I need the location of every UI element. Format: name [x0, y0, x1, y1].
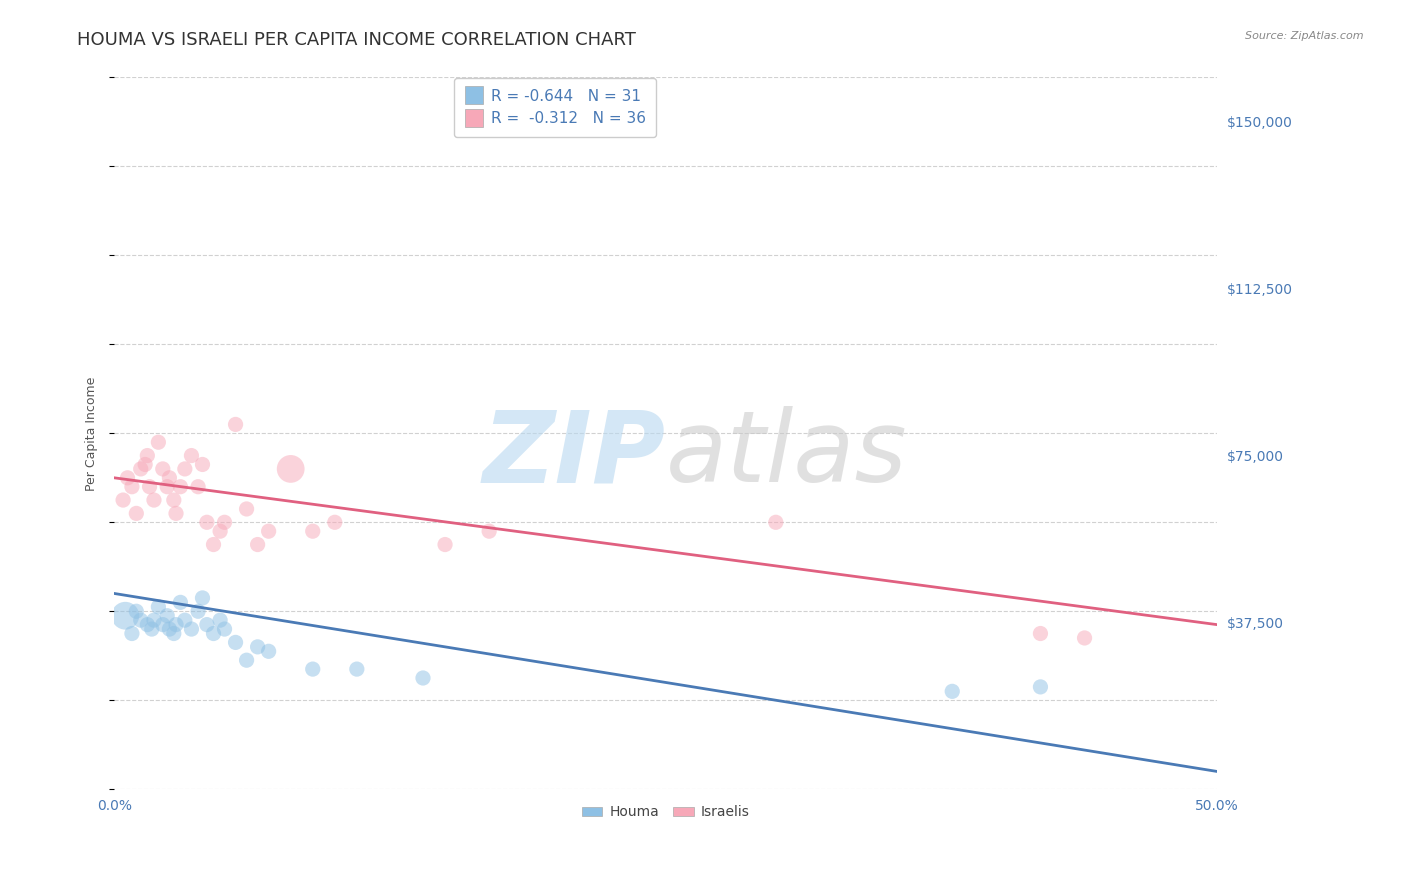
Point [173, 613, 195, 627]
Point [225, 635, 247, 649]
Point [191, 591, 214, 605]
Point [180, 449, 202, 463]
Point [280, 462, 302, 476]
Point [152, 462, 174, 476]
Point [117, 471, 139, 485]
Point [195, 516, 218, 530]
Point [163, 626, 186, 640]
Point [187, 604, 209, 618]
Point [187, 480, 209, 494]
Point [301, 524, 323, 539]
Point [209, 524, 232, 539]
Point [169, 480, 191, 494]
Text: Source: ZipAtlas.com: Source: ZipAtlas.com [1246, 31, 1364, 41]
Y-axis label: Per Capita Income: Per Capita Income [86, 376, 98, 491]
Point [121, 626, 143, 640]
Point [323, 516, 346, 530]
Point [209, 613, 232, 627]
Point [214, 516, 236, 530]
Point [165, 617, 187, 632]
Point [136, 617, 159, 632]
Point [941, 684, 963, 698]
Point [412, 671, 434, 685]
Point [1073, 631, 1095, 645]
Point [202, 537, 225, 551]
Point [246, 640, 269, 654]
Point [195, 617, 218, 632]
Point [246, 537, 269, 551]
Point [129, 462, 152, 476]
Point [257, 644, 280, 658]
Point [148, 435, 170, 450]
Point [112, 493, 135, 508]
Point [134, 458, 156, 472]
Point [157, 471, 180, 485]
Point [121, 480, 143, 494]
Point [125, 604, 148, 618]
Point [235, 502, 257, 516]
Point [136, 449, 159, 463]
Point [138, 480, 160, 494]
Point [156, 608, 179, 623]
Point [1029, 680, 1052, 694]
Point [152, 617, 174, 632]
Point [163, 493, 186, 508]
Text: ZIP: ZIP [482, 406, 665, 503]
Point [765, 516, 787, 530]
Point [148, 599, 170, 614]
Point [165, 507, 187, 521]
Point [202, 626, 225, 640]
Point [225, 417, 247, 432]
Point [156, 480, 179, 494]
Point [257, 524, 280, 539]
Point [125, 507, 148, 521]
Point [114, 608, 136, 623]
Point [1029, 626, 1052, 640]
Point [129, 613, 152, 627]
Legend: Houma, Israelis: Houma, Israelis [576, 800, 755, 825]
Point [180, 622, 202, 636]
Point [157, 622, 180, 636]
Point [214, 622, 236, 636]
Point [191, 458, 214, 472]
Point [346, 662, 368, 676]
Point [301, 662, 323, 676]
Point [434, 537, 457, 551]
Point [173, 462, 195, 476]
Point [235, 653, 257, 667]
Point [478, 524, 501, 539]
Point [143, 613, 166, 627]
Point [143, 493, 166, 508]
Point [169, 595, 191, 609]
Text: HOUMA VS ISRAELI PER CAPITA INCOME CORRELATION CHART: HOUMA VS ISRAELI PER CAPITA INCOME CORRE… [77, 31, 636, 49]
Point [141, 622, 163, 636]
Text: atlas: atlas [665, 406, 907, 503]
